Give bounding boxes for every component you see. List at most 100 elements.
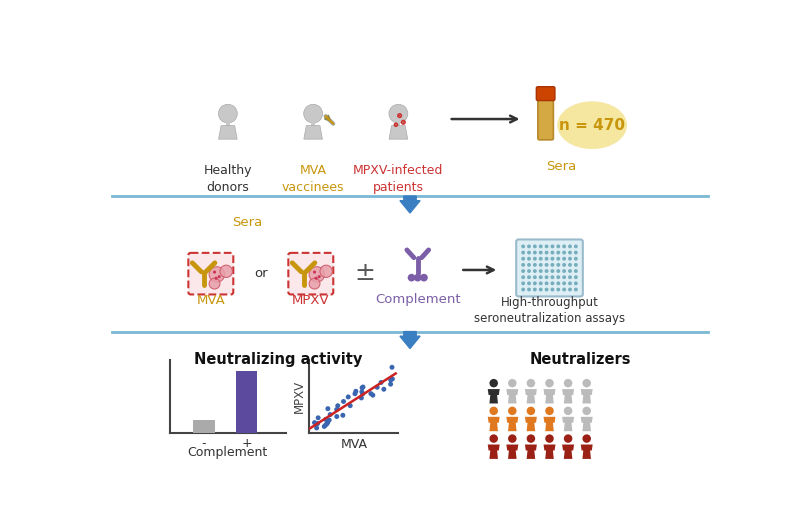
Bar xyxy=(193,420,214,433)
Circle shape xyxy=(309,278,320,289)
Circle shape xyxy=(309,267,325,282)
Circle shape xyxy=(326,406,330,411)
Circle shape xyxy=(564,407,572,415)
Circle shape xyxy=(562,281,566,285)
Circle shape xyxy=(562,251,566,254)
FancyBboxPatch shape xyxy=(536,87,555,101)
Circle shape xyxy=(490,435,498,443)
Circle shape xyxy=(574,257,578,261)
Circle shape xyxy=(538,257,542,261)
Circle shape xyxy=(526,407,535,415)
Circle shape xyxy=(538,288,542,292)
Circle shape xyxy=(545,263,549,267)
Circle shape xyxy=(556,281,560,285)
FancyArrow shape xyxy=(400,196,420,213)
Circle shape xyxy=(562,288,566,292)
Text: Neutralizing activity: Neutralizing activity xyxy=(194,352,362,367)
Text: MPXV: MPXV xyxy=(292,294,330,307)
Circle shape xyxy=(582,435,591,443)
Circle shape xyxy=(574,281,578,285)
Circle shape xyxy=(390,376,395,382)
Circle shape xyxy=(209,267,225,282)
Circle shape xyxy=(314,426,319,430)
FancyBboxPatch shape xyxy=(516,240,583,296)
Circle shape xyxy=(334,407,339,412)
Circle shape xyxy=(564,379,572,387)
Circle shape xyxy=(323,422,328,427)
Circle shape xyxy=(522,275,525,279)
Polygon shape xyxy=(581,417,593,431)
Circle shape xyxy=(320,265,332,278)
Polygon shape xyxy=(543,445,555,459)
Text: Sera: Sera xyxy=(546,160,576,173)
Circle shape xyxy=(370,393,375,398)
Circle shape xyxy=(390,365,394,370)
Circle shape xyxy=(213,270,216,273)
Circle shape xyxy=(533,263,537,267)
FancyBboxPatch shape xyxy=(538,94,554,140)
Circle shape xyxy=(562,263,566,267)
Text: ±: ± xyxy=(354,261,375,285)
Circle shape xyxy=(314,277,318,280)
Circle shape xyxy=(568,257,572,261)
FancyArrow shape xyxy=(400,332,420,349)
Circle shape xyxy=(568,281,572,285)
Polygon shape xyxy=(525,417,537,431)
Circle shape xyxy=(538,281,542,285)
Circle shape xyxy=(545,244,549,249)
Circle shape xyxy=(574,269,578,273)
Text: Healthy
donors: Healthy donors xyxy=(204,164,252,193)
Polygon shape xyxy=(506,445,518,459)
Circle shape xyxy=(568,269,572,273)
Circle shape xyxy=(326,420,330,425)
Circle shape xyxy=(359,395,364,400)
Circle shape xyxy=(545,257,549,261)
Circle shape xyxy=(545,269,549,273)
Circle shape xyxy=(533,288,537,292)
Text: MVA: MVA xyxy=(340,438,367,451)
Polygon shape xyxy=(389,126,408,139)
Circle shape xyxy=(568,288,572,292)
Circle shape xyxy=(395,124,397,125)
Circle shape xyxy=(527,257,531,261)
Circle shape xyxy=(360,385,365,390)
Polygon shape xyxy=(304,126,322,139)
Circle shape xyxy=(556,263,560,267)
Circle shape xyxy=(353,391,358,396)
Circle shape xyxy=(556,269,560,273)
Circle shape xyxy=(218,275,221,278)
Circle shape xyxy=(323,417,328,422)
Text: High-throughput
seroneutralization assays: High-throughput seroneutralization assay… xyxy=(474,296,625,325)
Circle shape xyxy=(388,382,393,387)
Bar xyxy=(396,120,400,126)
Circle shape xyxy=(374,385,380,390)
Text: Complement: Complement xyxy=(375,293,461,306)
Circle shape xyxy=(574,288,578,292)
Circle shape xyxy=(545,251,549,254)
Circle shape xyxy=(550,244,554,249)
Circle shape xyxy=(522,263,525,267)
Circle shape xyxy=(522,288,525,292)
Circle shape xyxy=(550,263,554,267)
Circle shape xyxy=(545,288,549,292)
Circle shape xyxy=(348,403,353,408)
Circle shape xyxy=(209,278,220,289)
Circle shape xyxy=(508,407,517,415)
Circle shape xyxy=(322,424,326,429)
Polygon shape xyxy=(581,389,593,403)
Circle shape xyxy=(538,263,542,267)
Circle shape xyxy=(214,277,218,280)
Circle shape xyxy=(527,263,531,267)
Circle shape xyxy=(399,115,400,116)
Circle shape xyxy=(388,377,394,383)
Circle shape xyxy=(318,275,321,278)
Circle shape xyxy=(527,251,531,254)
Circle shape xyxy=(546,435,554,443)
Text: Complement: Complement xyxy=(188,446,268,458)
Circle shape xyxy=(550,288,554,292)
Circle shape xyxy=(522,269,525,273)
Text: -: - xyxy=(202,437,206,450)
Circle shape xyxy=(550,275,554,279)
Circle shape xyxy=(568,263,572,267)
Circle shape xyxy=(508,435,517,443)
